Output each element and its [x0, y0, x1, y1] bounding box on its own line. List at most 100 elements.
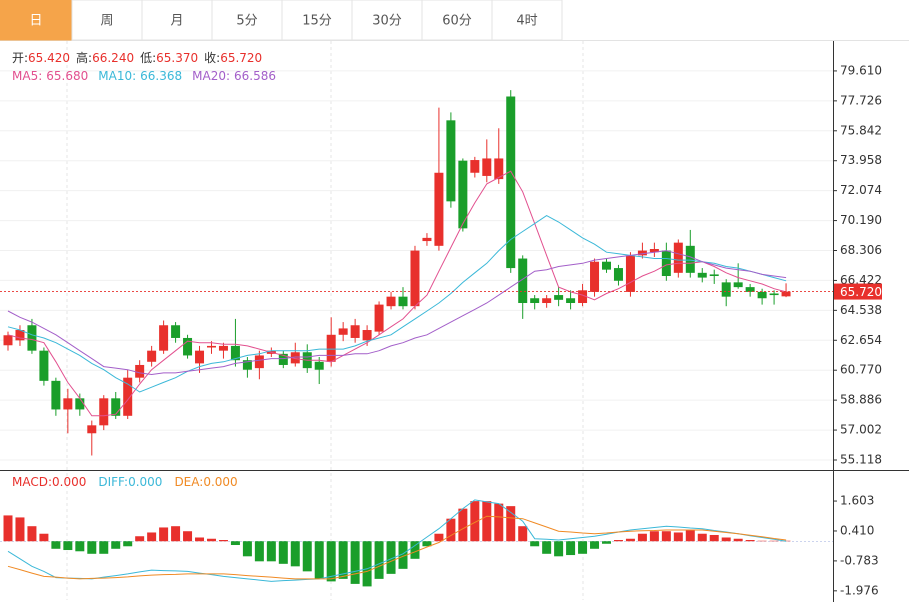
- y-tick-label: 68.306: [840, 243, 882, 257]
- candle-body: [649, 249, 659, 253]
- candle-body: [685, 245, 695, 273]
- tab-label[interactable]: 日: [29, 14, 42, 29]
- candle-body: [637, 250, 647, 256]
- macd-bar: [15, 517, 25, 542]
- tab[interactable]: [141, 0, 213, 41]
- candle-body: [338, 328, 348, 335]
- legend-value: 0.000: [203, 475, 237, 489]
- macd-bar: [410, 541, 420, 559]
- y-tick-label: 70.190: [840, 213, 882, 227]
- macd-bar: [518, 526, 528, 542]
- macd-bar: [338, 541, 348, 579]
- candle-body: [410, 250, 420, 307]
- macd-bar: [530, 541, 540, 547]
- y-tick-label: 75.842: [840, 123, 882, 137]
- candle-body: [159, 325, 169, 351]
- info-value: 65.420: [28, 51, 70, 65]
- candle-body: [578, 290, 588, 304]
- macd-bar: [685, 529, 695, 542]
- y-tick-label: 0.410: [840, 523, 874, 537]
- legend-name: MA10:: [98, 69, 136, 83]
- candle-body: [721, 282, 731, 297]
- macd-bar: [386, 541, 396, 574]
- candle-body: [350, 325, 360, 338]
- macd-bar: [350, 541, 360, 584]
- candle-body: [230, 345, 240, 361]
- tab[interactable]: [491, 0, 563, 41]
- candle-body: [171, 325, 181, 338]
- macd-bar: [649, 531, 659, 542]
- ma-line: [7, 499, 787, 582]
- macd-bar: [757, 540, 767, 542]
- macd-bar: [697, 533, 707, 542]
- candle-body: [506, 96, 516, 269]
- tab-label[interactable]: 15分: [302, 14, 332, 29]
- legend-name: MA20:: [192, 69, 230, 83]
- candle-body: [51, 380, 61, 410]
- candle-body: [254, 355, 264, 369]
- macd-bar: [482, 501, 492, 542]
- macd-bar: [458, 508, 468, 542]
- macd-bar: [422, 541, 432, 547]
- candle-body: [75, 398, 85, 410]
- legend-value: 65.680: [46, 69, 88, 83]
- macd-bar: [242, 541, 252, 557]
- macd-bar: [63, 541, 73, 551]
- y-tick-label: -1.976: [840, 583, 879, 597]
- macd-bar: [769, 540, 779, 542]
- y-tick-label: 57.002: [840, 423, 882, 437]
- candle-body: [458, 160, 468, 229]
- candle-body: [111, 398, 121, 416]
- info-value: 65.370: [156, 51, 198, 65]
- macd-bar: [51, 541, 61, 549]
- legend-name: DEA:: [174, 475, 203, 489]
- macd-bar: [171, 526, 181, 542]
- candle-body: [602, 261, 611, 270]
- ma-line: [7, 250, 787, 376]
- tab-label[interactable]: 4时: [516, 14, 537, 29]
- tab[interactable]: [281, 0, 353, 41]
- y-tick-label: 66.422: [840, 273, 882, 287]
- macd-bar: [302, 541, 312, 572]
- candle-body: [206, 345, 216, 348]
- candle-body: [147, 350, 157, 362]
- candle-body: [87, 425, 97, 434]
- y-tick-label: 62.654: [840, 333, 882, 347]
- candle-body: [697, 272, 707, 278]
- candle-body: [590, 261, 600, 292]
- y-tick-label: 1.603: [840, 494, 874, 508]
- macd-bar: [206, 538, 216, 542]
- y-tick-label: 77.726: [840, 93, 882, 107]
- tab-label[interactable]: 5分: [236, 14, 257, 29]
- tab-label[interactable]: 30分: [372, 14, 402, 29]
- macd-bar: [87, 541, 97, 554]
- y-tick-label: 60.770: [840, 363, 882, 377]
- macd-bar: [613, 540, 623, 542]
- macd-bar: [99, 541, 109, 554]
- macd-bar: [470, 501, 480, 542]
- tab[interactable]: [0, 0, 73, 41]
- last-price-box: [834, 283, 882, 300]
- legend-row: 开:65.420 高:66.240 低:65.370 收:65.720: [12, 50, 262, 65]
- macd-bar: [123, 541, 133, 547]
- y-tick-label: 72.074: [840, 183, 882, 197]
- candle-body: [123, 377, 133, 416]
- candle-body: [183, 337, 193, 356]
- candle-body: [781, 291, 791, 297]
- macd-bar: [183, 531, 193, 542]
- macd-bar: [673, 532, 683, 542]
- y-tick-label: 79.610: [840, 63, 882, 77]
- macd-bar: [625, 538, 635, 542]
- candle-body: [290, 352, 300, 364]
- tab-label[interactable]: 月: [170, 14, 183, 29]
- y-tick-label: 55.118: [840, 452, 882, 466]
- legend-value: 66.586: [234, 69, 276, 83]
- tab-label[interactable]: 周: [100, 14, 113, 29]
- candle-body: [3, 335, 13, 346]
- info-label: 收:: [204, 51, 220, 65]
- macd-bar: [218, 540, 228, 542]
- tab-label[interactable]: 60分: [442, 14, 472, 29]
- macd-bar: [195, 537, 205, 542]
- candle-body: [542, 298, 552, 304]
